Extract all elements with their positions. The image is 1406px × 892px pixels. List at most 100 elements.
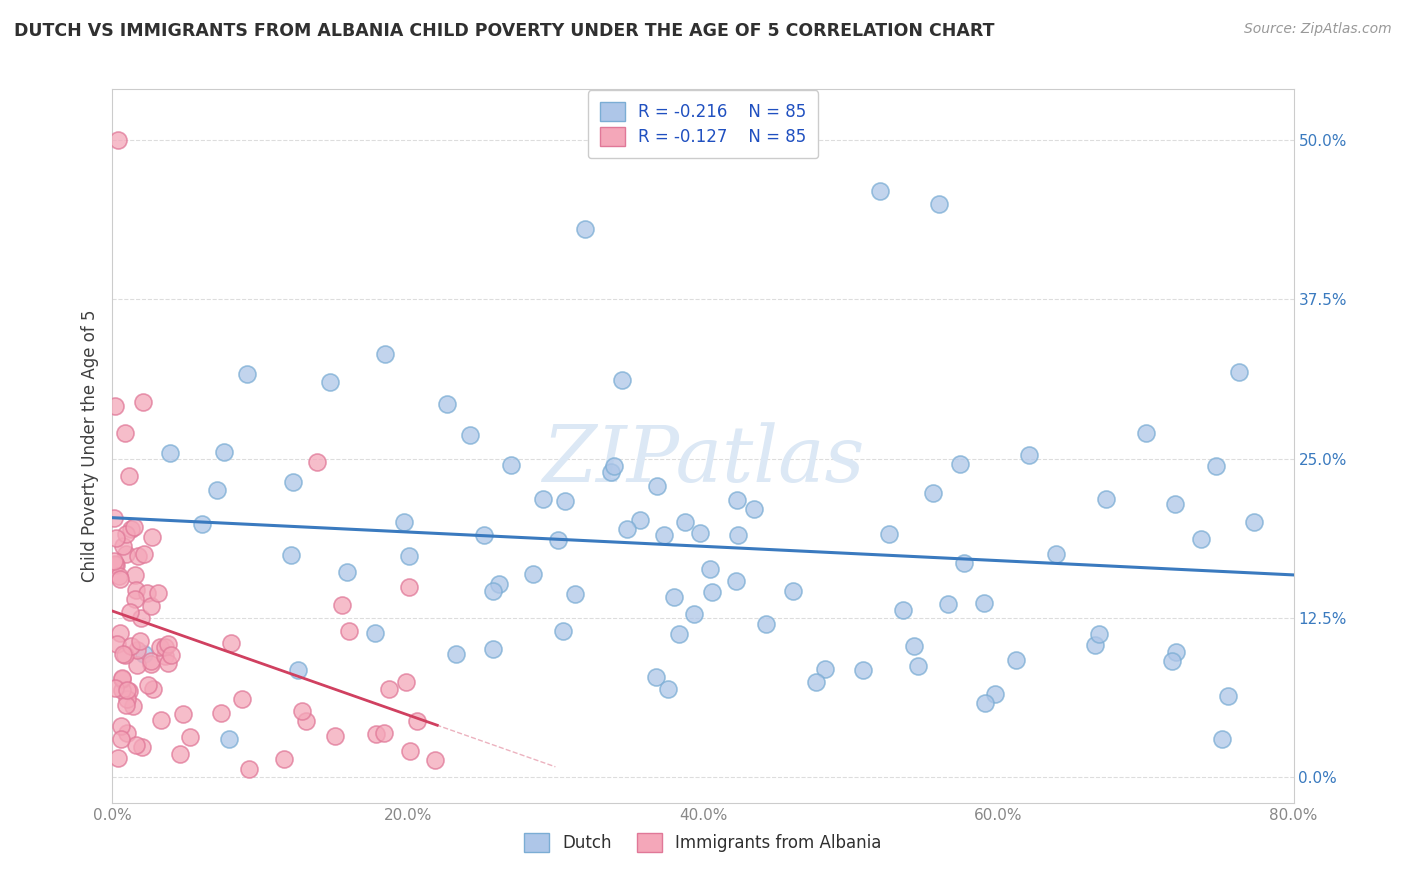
- Point: [879, 527, 901, 541]
- Point: [111, 683, 134, 698]
- Point: [551, 624, 574, 639]
- Point: [652, 527, 675, 541]
- Point: [1243, 515, 1265, 529]
- Point: [118, 683, 141, 698]
- Point: [108, 569, 131, 583]
- Point: [689, 526, 711, 541]
- Point: [657, 682, 679, 697]
- Point: [1164, 645, 1187, 659]
- Point: [132, 395, 155, 409]
- Point: [149, 640, 172, 654]
- Point: [104, 557, 127, 571]
- Point: [700, 585, 723, 599]
- Text: Source: ZipAtlas.com: Source: ZipAtlas.com: [1244, 22, 1392, 37]
- Point: [323, 729, 346, 743]
- Point: [114, 648, 136, 663]
- Point: [212, 445, 235, 459]
- Point: [191, 516, 214, 531]
- Point: [336, 565, 359, 579]
- Point: [600, 465, 623, 479]
- Point: [110, 731, 132, 746]
- Point: [155, 649, 177, 664]
- Point: [291, 704, 314, 718]
- Point: [928, 197, 950, 211]
- Point: [364, 727, 387, 741]
- Point: [124, 568, 146, 582]
- Point: [869, 184, 891, 198]
- Point: [107, 133, 129, 147]
- Point: [337, 624, 360, 638]
- Point: [406, 714, 429, 728]
- Point: [138, 678, 160, 692]
- Point: [392, 515, 415, 529]
- Point: [1161, 655, 1184, 669]
- Point: [105, 558, 128, 573]
- Point: [105, 637, 128, 651]
- Point: [610, 372, 633, 386]
- Point: [153, 640, 176, 655]
- Point: [125, 658, 148, 673]
- Point: [727, 528, 749, 542]
- Point: [169, 747, 191, 761]
- Point: [1045, 547, 1067, 561]
- Point: [373, 726, 395, 740]
- Point: [725, 574, 748, 588]
- Point: [105, 531, 128, 545]
- Point: [425, 753, 447, 767]
- Y-axis label: Child Poverty Under the Age of 5: Child Poverty Under the Age of 5: [82, 310, 100, 582]
- Point: [531, 491, 554, 506]
- Point: [683, 607, 706, 621]
- Point: [522, 567, 544, 582]
- Point: [547, 533, 569, 547]
- Point: [444, 648, 467, 662]
- Point: [149, 713, 172, 727]
- Point: [142, 681, 165, 696]
- Point: [114, 426, 136, 441]
- Point: [141, 654, 163, 668]
- Point: [907, 659, 929, 673]
- Point: [953, 556, 976, 570]
- Point: [110, 719, 132, 733]
- Point: [330, 598, 353, 612]
- Point: [984, 686, 1007, 700]
- Point: [564, 587, 586, 601]
- Point: [1018, 448, 1040, 462]
- Point: [156, 656, 179, 670]
- Point: [111, 672, 134, 686]
- Point: [209, 706, 232, 720]
- Point: [287, 663, 309, 677]
- Point: [1216, 689, 1239, 703]
- Point: [131, 739, 153, 754]
- Point: [124, 520, 146, 534]
- Point: [121, 699, 143, 714]
- Point: [754, 617, 776, 632]
- Point: [110, 671, 132, 685]
- Point: [1189, 532, 1212, 546]
- Point: [115, 691, 138, 706]
- Point: [120, 605, 142, 619]
- Point: [112, 647, 135, 661]
- Point: [115, 547, 138, 561]
- Point: [132, 648, 155, 662]
- Point: [395, 675, 418, 690]
- Point: [399, 744, 422, 758]
- Point: [146, 586, 169, 600]
- Point: [108, 625, 131, 640]
- Point: [110, 572, 132, 586]
- Point: [1083, 638, 1105, 652]
- Point: [205, 483, 228, 497]
- Point: [129, 610, 152, 624]
- Point: [938, 598, 960, 612]
- Point: [398, 580, 420, 594]
- Point: [1087, 627, 1109, 641]
- Point: [273, 751, 295, 765]
- Point: [903, 639, 925, 653]
- Point: [482, 584, 505, 599]
- Point: [378, 681, 401, 696]
- Point: [128, 634, 150, 648]
- Point: [127, 643, 149, 657]
- Point: [179, 730, 201, 744]
- Point: [1004, 653, 1026, 667]
- Point: [458, 427, 481, 442]
- Point: [645, 479, 668, 493]
